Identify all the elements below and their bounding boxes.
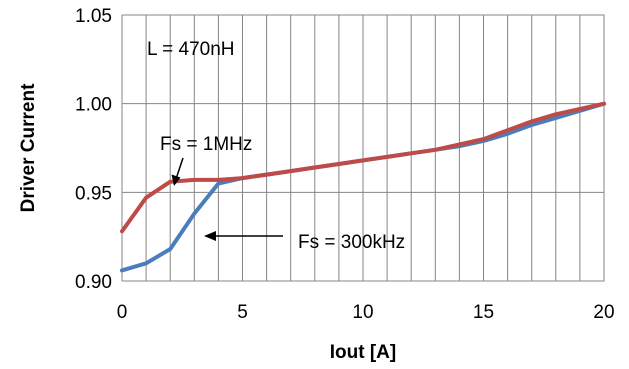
- tick-labels: 0 5 10 15 20 0.90 0.95 1.00 1.05: [75, 6, 615, 323]
- y-tick-label: 0.90: [75, 272, 112, 293]
- y-tick-label: 0.95: [75, 183, 112, 204]
- series-layer: [120, 101, 606, 273]
- annotation-fs-300khz: Fs = 300kHz: [298, 232, 405, 253]
- annotation-fs-1mhz: Fs = 1MHz: [160, 134, 252, 155]
- x-tick-label: 20: [593, 302, 614, 323]
- y-tick-label: 1.00: [75, 95, 112, 116]
- plot-frame: [121, 14, 605, 282]
- y-axis-title: Driver Current: [18, 83, 39, 212]
- x-tick-label: 5: [237, 302, 248, 323]
- arrow-fs-300khz: [204, 231, 283, 241]
- x-tick-label: 0: [117, 302, 128, 323]
- annotation-inductance: L = 470nH: [147, 39, 235, 60]
- x-axis-title: Iout [A]: [330, 342, 396, 363]
- series-line-fs-1mhz: [120, 101, 606, 234]
- x-tick-label: 15: [473, 302, 494, 323]
- arrow-fs-1mhz: [171, 157, 184, 186]
- x-tick-label: 10: [352, 302, 373, 323]
- y-tick-label: 1.05: [75, 6, 112, 27]
